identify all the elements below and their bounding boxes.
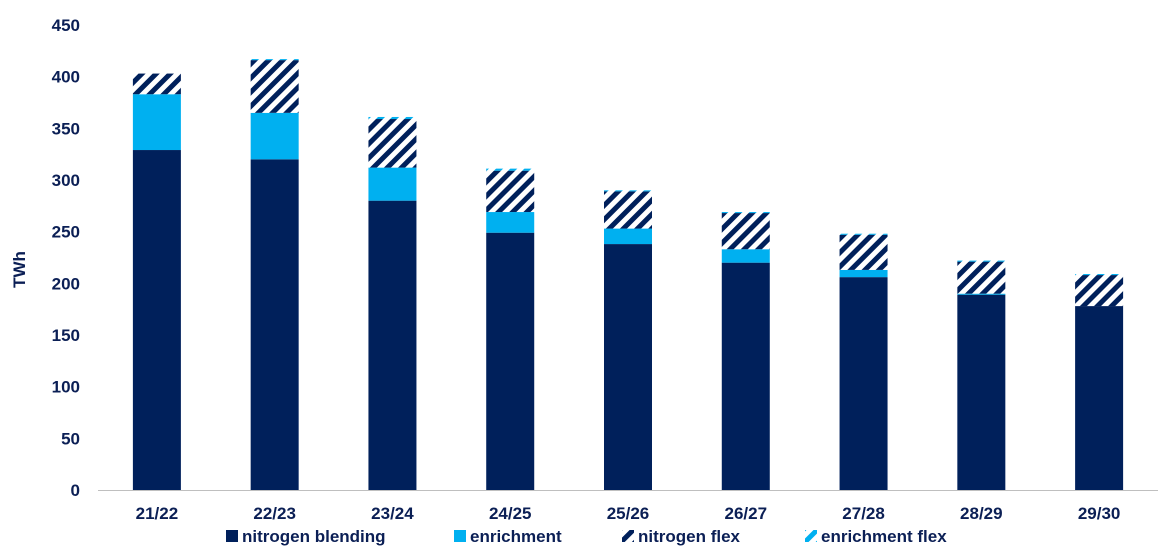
legend-swatch	[805, 530, 817, 542]
bar-stack-24-25	[486, 168, 535, 490]
y-tick-label: 0	[71, 481, 80, 500]
y-tick-label: 450	[52, 16, 80, 35]
bar-nitrogen-blending	[604, 244, 652, 490]
y-tick-label: 300	[52, 171, 80, 190]
bar-nitrogen-flex	[839, 234, 888, 270]
legend-item-nitrogen-flex: nitrogen flex	[622, 527, 741, 546]
y-tick-label: 50	[61, 429, 80, 448]
bar-enrichment-flex	[486, 168, 535, 171]
bar-nitrogen-blending	[132, 150, 181, 491]
bar-nitrogen-flex	[1075, 275, 1124, 307]
legend-item-enrichment-flex: enrichment flex	[805, 527, 947, 546]
x-axis-ticks: 21/22 22/23 23/24 24/25 25/26 26/27 27/28 28/29…	[136, 504, 1121, 523]
x-tick-label: 29/30	[1078, 504, 1121, 523]
legend-label: nitrogen flex	[638, 527, 741, 546]
x-tick-label: 21/22	[136, 504, 179, 523]
bar-stack-29-30	[1075, 274, 1124, 490]
x-tick-label: 23/24	[371, 504, 414, 523]
bar-enrichment-flex	[957, 260, 1006, 262]
bar-nitrogen-flex	[721, 213, 770, 250]
bar-nitrogen-flex	[604, 191, 652, 229]
bar-stack-28-29	[957, 260, 1006, 490]
bar-enrichment-flex	[250, 59, 299, 61]
legend-label: enrichment	[470, 527, 562, 546]
bar-enrichment-flex	[721, 212, 770, 214]
legend-label: nitrogen blending	[242, 527, 386, 546]
legend: nitrogen blending enrichment nitrogen flex…	[226, 527, 947, 546]
bar-enrichment-flex	[604, 190, 652, 192]
y-axis-label: TWh	[10, 251, 29, 288]
bar-enrichment-flex	[1075, 274, 1124, 276]
legend-item-nitrogen-blending: nitrogen blending	[226, 527, 386, 546]
bar-enrichment	[250, 112, 299, 160]
bar-enrichment	[368, 167, 417, 201]
bar-enrichment	[721, 249, 770, 263]
legend-item-enrichment: enrichment	[454, 527, 562, 546]
bar-nitrogen-blending	[957, 294, 1006, 490]
y-tick-label: 100	[52, 378, 80, 397]
x-tick-label: 28/29	[960, 504, 1003, 523]
x-tick-label: 27/28	[842, 504, 885, 523]
bar-enrichment	[957, 293, 1006, 295]
legend-swatch	[454, 530, 466, 542]
bar-stack-27-28	[839, 233, 888, 490]
y-axis-ticks: 0 50 100 150 200 250 300 350 400 450	[52, 16, 80, 500]
bar-nitrogen-flex	[250, 60, 299, 113]
legend-swatch	[226, 530, 238, 542]
bar-stack-26-27	[721, 212, 770, 490]
bar-stack-21-22	[132, 73, 181, 491]
bar-nitrogen-blending	[1075, 306, 1124, 490]
bar-nitrogen-blending	[250, 159, 299, 491]
bar-nitrogen-blending	[486, 232, 535, 490]
bar-enrichment-flex	[839, 233, 888, 235]
y-tick-label: 150	[52, 326, 80, 345]
bars	[132, 59, 1124, 491]
bar-nitrogen-blending	[368, 200, 417, 490]
y-tick-label: 250	[52, 223, 80, 242]
bar-stack-22-23	[250, 59, 299, 491]
bar-nitrogen-flex	[957, 261, 1006, 294]
bar-nitrogen-flex	[486, 170, 535, 213]
legend-swatch	[622, 530, 634, 542]
bar-enrichment	[486, 212, 535, 233]
y-tick-label: 350	[52, 119, 80, 138]
bar-nitrogen-flex	[368, 119, 417, 168]
bar-stack-25-26	[604, 190, 652, 490]
bar-enrichment	[132, 94, 181, 151]
x-tick-label: 24/25	[489, 504, 532, 523]
legend-label: enrichment flex	[821, 527, 947, 546]
bar-enrichment	[839, 269, 888, 278]
bar-stack-23-24	[368, 116, 417, 490]
bar-enrichment	[604, 228, 652, 245]
y-tick-label: 200	[52, 274, 80, 293]
x-tick-label: 22/23	[253, 504, 296, 523]
x-tick-label: 26/27	[725, 504, 768, 523]
bar-enrichment-flex	[368, 116, 417, 120]
bar-nitrogen-blending	[721, 262, 770, 490]
bar-nitrogen-flex	[132, 73, 181, 95]
y-tick-label: 400	[52, 68, 80, 87]
x-tick-label: 25/26	[607, 504, 650, 523]
bar-nitrogen-blending	[839, 277, 888, 490]
